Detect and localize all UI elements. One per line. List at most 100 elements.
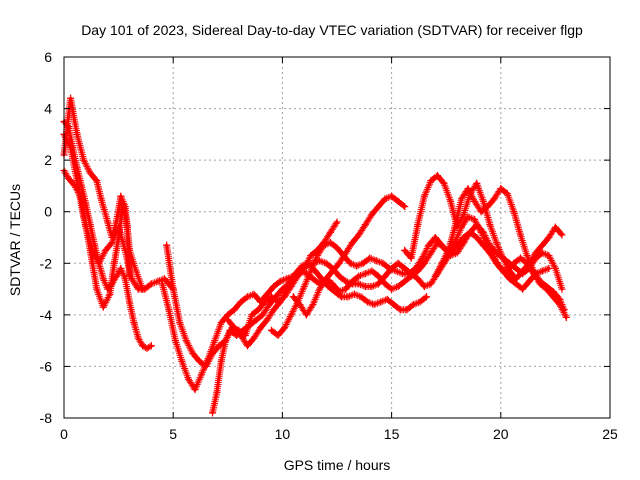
data-point [385, 264, 393, 272]
data-point [281, 324, 289, 332]
data-point [453, 249, 461, 257]
data-point [209, 409, 217, 417]
data-point [353, 262, 361, 270]
data-point [263, 316, 271, 324]
series-track-6 [158, 192, 409, 394]
data-point [427, 280, 435, 288]
data-point [64, 174, 72, 182]
data-point [93, 285, 101, 293]
plot-frame [63, 56, 611, 419]
data-point [222, 337, 230, 345]
data-point [73, 130, 81, 138]
data-point [374, 272, 382, 280]
data-point [163, 241, 171, 249]
data-point [217, 319, 225, 327]
x-tick-label: 5 [169, 426, 177, 442]
data-point [423, 293, 431, 301]
data-point [562, 313, 570, 321]
data-point [381, 272, 389, 280]
data-point [418, 254, 426, 262]
data-point [374, 203, 382, 211]
data-point [189, 350, 197, 358]
data-point [250, 334, 258, 342]
data-point [224, 316, 232, 324]
data-point [519, 267, 527, 275]
x-tick-label: 20 [493, 426, 509, 442]
y-tick-label: 6 [44, 49, 52, 65]
data-point [473, 221, 481, 229]
data-point [302, 262, 310, 270]
data-point [67, 94, 75, 102]
data-point [348, 277, 356, 285]
data-point [525, 277, 533, 285]
data-point [270, 306, 278, 314]
data-point [377, 298, 385, 306]
data-point [355, 272, 363, 280]
data-point [237, 298, 245, 306]
data-point [265, 301, 273, 309]
data-point [171, 337, 179, 345]
x-axis-label: GPS time / hours [284, 457, 391, 473]
data-point [97, 195, 105, 203]
data-point [274, 331, 282, 339]
data-point [73, 177, 81, 185]
data-point [433, 239, 441, 247]
data-point [99, 303, 107, 311]
data-point [464, 213, 472, 221]
data-point [545, 234, 553, 241]
data-point [121, 275, 129, 283]
data-point [342, 285, 350, 293]
data-point [313, 252, 321, 260]
data-point [390, 301, 398, 309]
data-point [337, 293, 345, 301]
data-point [558, 231, 566, 239]
chart-series [60, 94, 570, 417]
data-point [80, 213, 88, 221]
data-point [307, 267, 315, 275]
data-point [213, 388, 221, 396]
data-point [368, 267, 376, 275]
data-point [503, 190, 511, 198]
data-point [451, 239, 459, 247]
data-point [460, 239, 468, 247]
data-point [104, 218, 112, 226]
data-point [427, 249, 435, 257]
data-point [399, 270, 407, 278]
data-point [333, 244, 341, 252]
data-point [259, 311, 267, 319]
data-point [497, 185, 505, 193]
data-point [329, 264, 337, 272]
data-point [372, 257, 380, 265]
data-point [230, 306, 238, 314]
data-point [106, 290, 114, 298]
data-point [326, 239, 334, 247]
data-point [263, 290, 271, 298]
data-point [440, 244, 448, 252]
data-point [117, 192, 125, 200]
data-point [558, 285, 566, 293]
y-tick-label: 4 [44, 101, 52, 117]
data-point [484, 203, 492, 211]
data-point [457, 195, 465, 203]
data-point [366, 254, 374, 262]
data-point [283, 275, 291, 283]
x-tick-label: 25 [602, 426, 618, 442]
data-point [348, 239, 356, 247]
data-point [134, 285, 142, 293]
data-point [333, 218, 341, 226]
data-point [340, 252, 348, 260]
data-point [226, 326, 234, 334]
data-point [283, 285, 291, 293]
data-point [309, 275, 317, 283]
data-point [272, 293, 280, 301]
data-point [401, 203, 409, 211]
data-point [530, 267, 538, 275]
data-point [86, 169, 94, 177]
chart-grid [64, 57, 610, 418]
data-point [538, 241, 546, 249]
data-point [346, 259, 354, 267]
data-point [101, 246, 109, 254]
data-point [444, 246, 452, 254]
data-point [112, 272, 120, 280]
